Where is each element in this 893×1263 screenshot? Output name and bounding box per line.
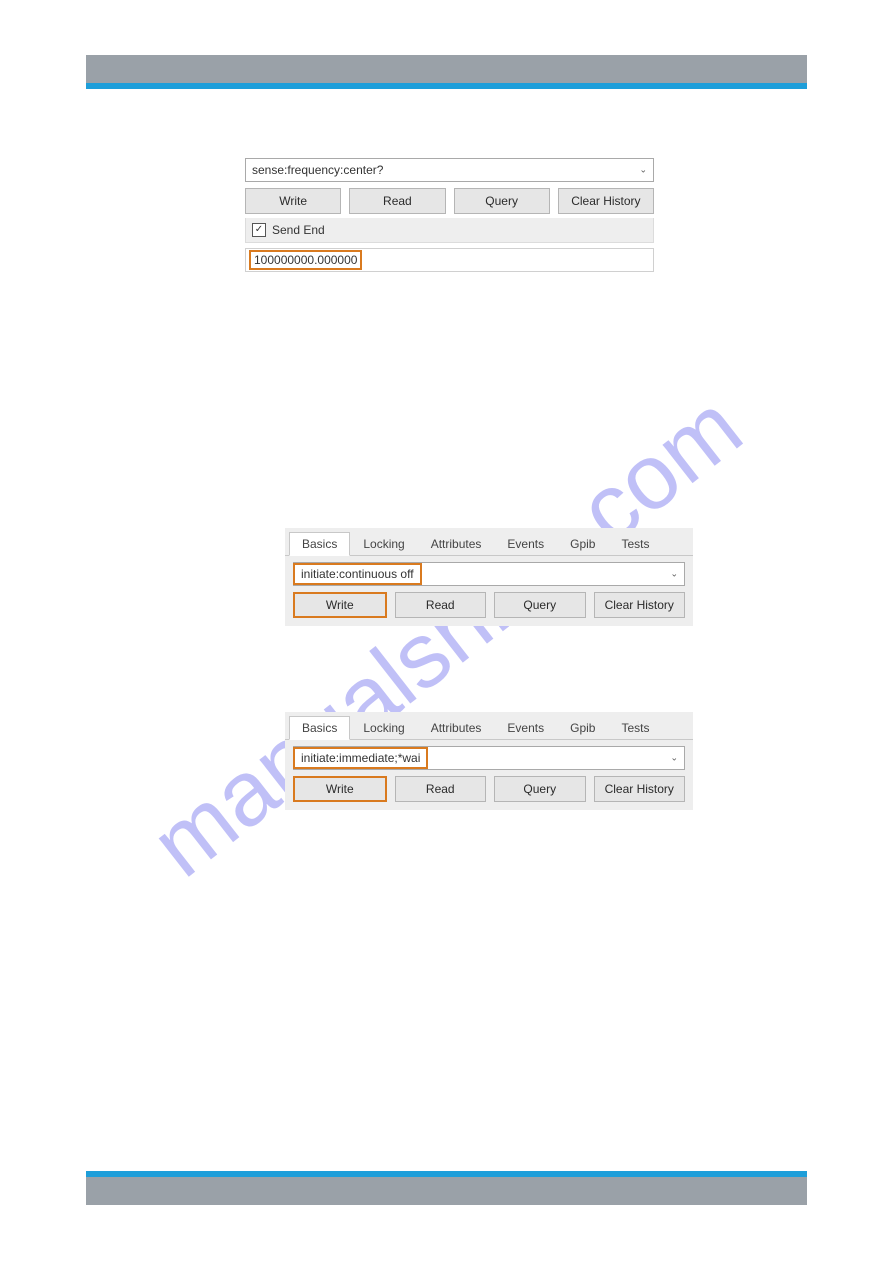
tab-locking[interactable]: Locking [350,716,417,740]
output-value: 100000000.000000 [249,250,362,270]
read-button[interactable]: Read [395,776,487,802]
output-field: 100000000.000000 [245,248,654,272]
command-text: initiate:continuous off [293,563,422,585]
tab-events[interactable]: Events [494,716,557,740]
command-text: initiate:immediate;*wai [293,747,428,769]
read-button[interactable]: Read [349,188,445,214]
query-button[interactable]: Query [494,592,586,618]
tab-locking[interactable]: Locking [350,532,417,556]
button-row: Write Read Query Clear History [293,592,685,618]
footer-band [86,1177,807,1205]
tab-basics[interactable]: Basics [289,532,350,556]
command-combo[interactable]: initiate:continuous off ⌄ [293,562,685,586]
tab-attributes[interactable]: Attributes [418,532,495,556]
write-button[interactable]: Write [293,776,387,802]
query-button[interactable]: Query [494,776,586,802]
header-accent-line [86,83,807,89]
query-button[interactable]: Query [454,188,550,214]
command-panel-3: Basics Locking Attributes Events Gpib Te… [285,712,693,810]
send-end-checkbox[interactable]: ✓ [252,223,266,237]
tab-bar: Basics Locking Attributes Events Gpib Te… [285,528,693,556]
chevron-down-icon: ⌄ [639,165,647,176]
options-strip: ✓ Send End [245,218,654,243]
tab-events[interactable]: Events [494,532,557,556]
tab-gpib[interactable]: Gpib [557,532,608,556]
tab-body: initiate:immediate;*wai ⌄ Write Read Que… [285,739,693,802]
chevron-down-icon: ⌄ [670,753,678,764]
command-text: sense:frequency:center? [252,163,383,177]
clear-history-button[interactable]: Clear History [594,776,686,802]
command-panel-2: Basics Locking Attributes Events Gpib Te… [285,528,693,626]
tab-tests[interactable]: Tests [608,716,662,740]
send-end-label: Send End [272,223,325,237]
command-combo[interactable]: sense:frequency:center? ⌄ [245,158,654,182]
tab-tests[interactable]: Tests [608,532,662,556]
tab-body: initiate:continuous off ⌄ Write Read Que… [285,555,693,618]
query-panel: sense:frequency:center? ⌄ Write Read Que… [245,158,654,272]
command-combo[interactable]: initiate:immediate;*wai ⌄ [293,746,685,770]
tab-basics[interactable]: Basics [289,716,350,740]
read-button[interactable]: Read [395,592,487,618]
tab-gpib[interactable]: Gpib [557,716,608,740]
header-band [86,55,807,83]
write-button[interactable]: Write [293,592,387,618]
write-button[interactable]: Write [245,188,341,214]
tab-attributes[interactable]: Attributes [418,716,495,740]
tab-bar: Basics Locking Attributes Events Gpib Te… [285,712,693,740]
clear-history-button[interactable]: Clear History [558,188,654,214]
chevron-down-icon: ⌄ [670,569,678,580]
watermark: manualshive.com [132,374,761,897]
clear-history-button[interactable]: Clear History [594,592,686,618]
button-row: Write Read Query Clear History [293,776,685,802]
button-row: Write Read Query Clear History [245,188,654,214]
